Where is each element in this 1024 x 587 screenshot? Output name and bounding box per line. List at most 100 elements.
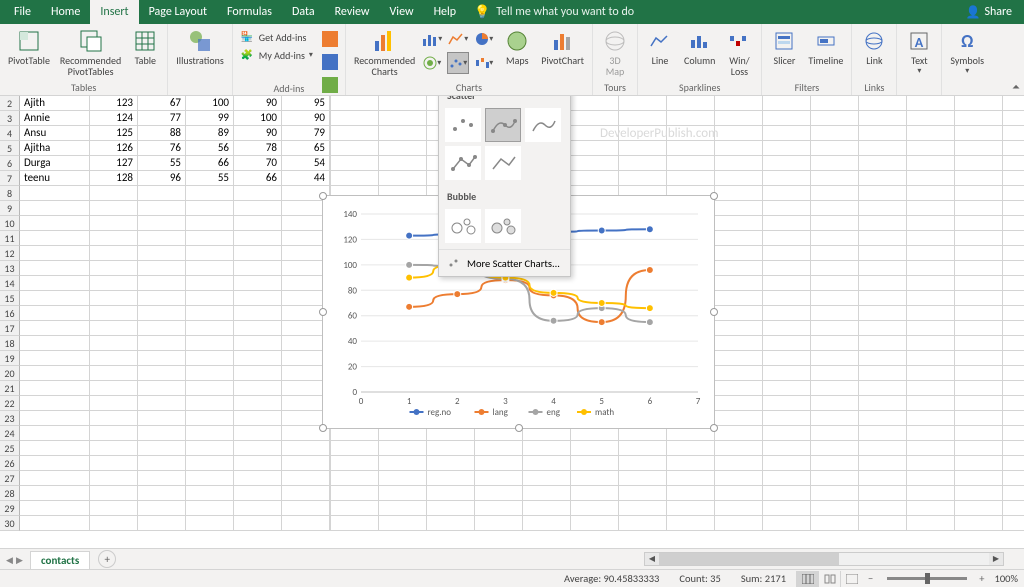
cell[interactable] xyxy=(186,336,234,351)
cell[interactable] xyxy=(234,186,282,201)
worksheet[interactable]: 2345678910111213141516171819202122232425… xyxy=(0,96,1024,548)
tab-file[interactable]: File xyxy=(4,0,41,24)
people-graph-button[interactable] xyxy=(319,51,341,73)
cell[interactable] xyxy=(234,351,282,366)
cell[interactable] xyxy=(234,261,282,276)
cell[interactable] xyxy=(90,396,138,411)
row-header[interactable]: 13 xyxy=(0,261,20,276)
cell[interactable] xyxy=(138,186,186,201)
cell[interactable] xyxy=(138,261,186,276)
row-header[interactable]: 8 xyxy=(0,186,20,201)
cell[interactable]: 88 xyxy=(138,126,186,141)
cell[interactable] xyxy=(186,381,234,396)
cell[interactable] xyxy=(90,261,138,276)
tab-help[interactable]: Help xyxy=(424,0,467,24)
cell[interactable] xyxy=(90,291,138,306)
cell[interactable] xyxy=(186,471,234,486)
cell[interactable] xyxy=(20,411,90,426)
scatter-option-straight[interactable] xyxy=(485,146,521,180)
tab-insert[interactable]: Insert xyxy=(90,0,138,24)
row-header[interactable]: 20 xyxy=(0,366,20,381)
cell[interactable]: 126 xyxy=(90,141,138,156)
cell[interactable] xyxy=(186,201,234,216)
cell[interactable] xyxy=(138,351,186,366)
cell[interactable] xyxy=(186,456,234,471)
cell[interactable] xyxy=(234,291,282,306)
sheet-nav-prev[interactable]: ▶ xyxy=(16,555,24,563)
cell[interactable]: 123 xyxy=(90,96,138,111)
cell[interactable] xyxy=(186,366,234,381)
cell[interactable] xyxy=(20,366,90,381)
cell[interactable] xyxy=(186,501,234,516)
row-header[interactable]: 7 xyxy=(0,171,20,186)
cell[interactable] xyxy=(20,306,90,321)
scatter-option-straight-markers[interactable] xyxy=(445,146,481,180)
cell[interactable] xyxy=(138,231,186,246)
cell[interactable] xyxy=(234,306,282,321)
cell[interactable] xyxy=(138,501,186,516)
cell[interactable] xyxy=(138,366,186,381)
pivottable-button[interactable]: PivotTable xyxy=(4,26,54,68)
cell[interactable]: 55 xyxy=(186,171,234,186)
cell[interactable]: 96 xyxy=(138,171,186,186)
cell[interactable] xyxy=(186,306,234,321)
cell[interactable] xyxy=(20,351,90,366)
row-header[interactable]: 2 xyxy=(0,96,20,111)
row-header[interactable]: 10 xyxy=(0,216,20,231)
cell[interactable] xyxy=(20,456,90,471)
sparkline-column-button[interactable]: Column xyxy=(680,26,719,68)
cell[interactable]: 95 xyxy=(282,96,330,111)
cell[interactable] xyxy=(90,441,138,456)
cell[interactable]: 54 xyxy=(282,156,330,171)
cell[interactable]: 56 xyxy=(186,141,234,156)
cell[interactable]: 79 xyxy=(282,126,330,141)
cell[interactable] xyxy=(282,516,330,531)
cell[interactable] xyxy=(138,336,186,351)
column-chart-button[interactable]: ▾ xyxy=(421,28,443,50)
row-header[interactable]: 11 xyxy=(0,231,20,246)
cell[interactable] xyxy=(234,201,282,216)
recommended-charts-button[interactable]: Recommended Charts xyxy=(350,26,419,79)
cell[interactable] xyxy=(20,336,90,351)
tab-view[interactable]: View xyxy=(380,0,424,24)
row-header[interactable]: 26 xyxy=(0,456,20,471)
scatter-chart-button[interactable]: ▾ xyxy=(447,52,469,74)
tab-home[interactable]: Home xyxy=(41,0,90,24)
row-header[interactable]: 24 xyxy=(0,426,20,441)
3d-map-button[interactable]: 3D Map xyxy=(597,26,633,79)
cell[interactable]: 90 xyxy=(282,111,330,126)
cell[interactable] xyxy=(20,321,90,336)
get-addins-button[interactable]: 🏪Get Add-ins xyxy=(237,28,317,46)
cell[interactable] xyxy=(186,186,234,201)
cell[interactable]: Annie xyxy=(20,111,90,126)
cell[interactable] xyxy=(20,501,90,516)
cell[interactable] xyxy=(186,231,234,246)
hscroll-thumb[interactable] xyxy=(659,553,839,565)
sparkline-line-button[interactable]: Line xyxy=(642,26,678,68)
cell[interactable]: 70 xyxy=(234,156,282,171)
cell[interactable]: Durga xyxy=(20,156,90,171)
cell[interactable] xyxy=(234,366,282,381)
cell[interactable]: Ansu xyxy=(20,126,90,141)
row-header[interactable]: 21 xyxy=(0,381,20,396)
cell[interactable] xyxy=(282,441,330,456)
cell[interactable]: Ajitha xyxy=(20,141,90,156)
cell[interactable]: 66 xyxy=(186,156,234,171)
cell[interactable]: 100 xyxy=(234,111,282,126)
hscroll-left[interactable]: ◀ xyxy=(645,553,659,565)
cell[interactable] xyxy=(90,501,138,516)
cell[interactable] xyxy=(90,366,138,381)
cell[interactable]: 99 xyxy=(186,111,234,126)
cell[interactable]: 67 xyxy=(138,96,186,111)
cell[interactable] xyxy=(186,486,234,501)
cell[interactable]: 55 xyxy=(138,156,186,171)
cell[interactable] xyxy=(186,261,234,276)
row-header[interactable]: 22 xyxy=(0,396,20,411)
cell[interactable] xyxy=(282,501,330,516)
sheet-nav-first[interactable]: ◀ xyxy=(6,555,14,563)
cell[interactable] xyxy=(234,321,282,336)
cell[interactable] xyxy=(138,486,186,501)
tab-review[interactable]: Review xyxy=(325,0,380,24)
cell[interactable] xyxy=(138,276,186,291)
bubble-option-3d[interactable] xyxy=(485,209,521,243)
